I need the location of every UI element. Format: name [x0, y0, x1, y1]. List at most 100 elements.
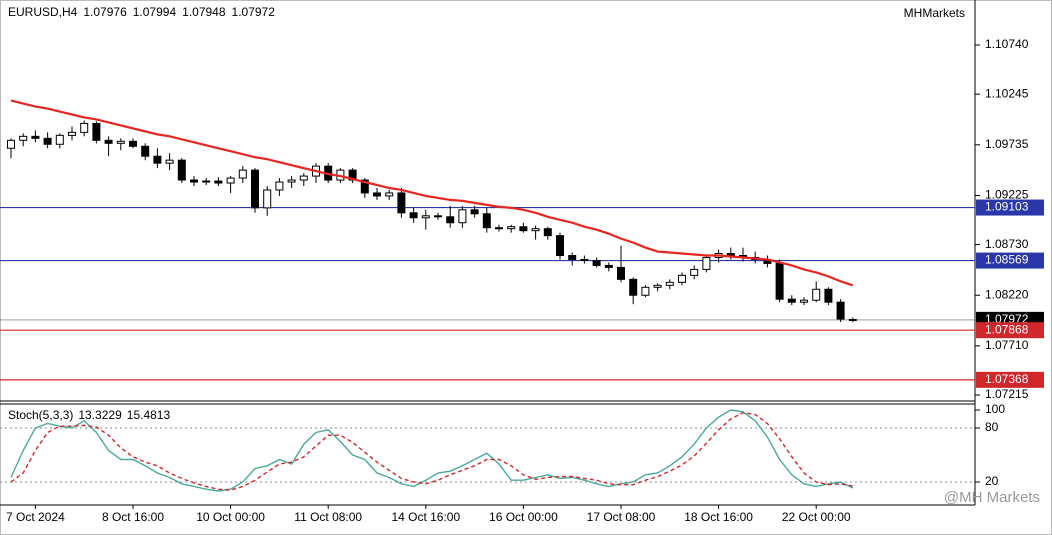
candle-body — [275, 181, 284, 191]
candle-body — [385, 192, 394, 197]
candle-body — [92, 122, 101, 141]
indicator-value: 13.3229 — [78, 408, 122, 422]
candle-body — [409, 212, 418, 219]
candle-body — [678, 274, 686, 283]
candle-body — [177, 159, 186, 181]
candle-body — [214, 180, 223, 184]
candle-body — [141, 145, 150, 157]
candle-body — [580, 258, 589, 261]
candle-body — [848, 318, 857, 321]
candle-body — [287, 179, 296, 183]
candle-body — [129, 140, 137, 147]
candle-body — [397, 192, 406, 214]
header-price: 1.07972 — [232, 5, 276, 19]
candle-body — [238, 169, 247, 179]
x-tick-label: 17 Oct 08:00 — [587, 510, 656, 524]
candle-body — [470, 209, 479, 215]
candle-body — [55, 134, 64, 145]
broker-watermark: MHMarkets — [904, 6, 965, 20]
price-level-box — [976, 252, 1044, 269]
price-level-box — [976, 199, 1044, 216]
candle-body — [812, 288, 821, 301]
candle-body — [519, 226, 528, 232]
candle-body — [629, 278, 638, 296]
y-tick-label: 1.10245 — [985, 86, 1029, 100]
y-tick-label: 1.07710 — [985, 338, 1029, 352]
candle-body — [653, 284, 662, 288]
candle-body — [153, 155, 162, 164]
price-level-label: 1.09103 — [985, 200, 1029, 214]
price-level-box — [976, 322, 1044, 339]
y-tick-label: 1.08220 — [985, 287, 1029, 301]
candle-body — [80, 122, 89, 133]
candle-body — [592, 259, 601, 266]
candle-body — [68, 131, 76, 136]
candle-body — [641, 286, 650, 296]
x-tick-label: 16 Oct 00:00 — [489, 510, 558, 524]
x-tick-label: 14 Oct 16:00 — [391, 510, 460, 524]
header-price: 1.07948 — [182, 5, 226, 19]
candle-body — [165, 159, 174, 164]
x-tick-label: 22 Oct 00:00 — [782, 510, 851, 524]
candle-body — [43, 137, 52, 145]
indicator-name: Stoch(5,3,3) — [8, 408, 73, 422]
candle-body — [775, 262, 784, 300]
indicator-header: Stoch(5,3,3) 13.3229 15.4813 — [8, 408, 170, 422]
candle-body — [824, 288, 833, 303]
candle-body — [446, 216, 455, 224]
candle-body — [702, 256, 711, 270]
candle-body — [251, 169, 259, 209]
candle-body — [690, 268, 699, 276]
candle-body — [263, 189, 272, 209]
candle-body — [116, 140, 125, 144]
caption-watermark: @MH Markets — [944, 489, 1040, 506]
y-tick-label: 80 — [985, 420, 999, 434]
moving-average — [10, 99, 854, 287]
candle-body — [531, 228, 540, 232]
candle-body — [458, 209, 467, 224]
candle-body — [31, 135, 40, 139]
candle-body — [507, 226, 516, 230]
candle-body — [190, 179, 198, 183]
header-price: 1.07976 — [83, 5, 127, 19]
candle-body — [665, 281, 674, 286]
price-level-label: 1.07868 — [985, 322, 1029, 336]
candle-body — [543, 228, 552, 237]
candle-body — [556, 235, 564, 257]
candle-body — [568, 255, 577, 260]
symbol-header: EURUSD,H4 1.07976 1.07994 1.07948 1.07972 — [8, 5, 275, 19]
candle-body — [617, 266, 625, 280]
candle-body — [434, 215, 442, 218]
x-tick-label: 7 Oct 2024 — [6, 510, 65, 524]
y-tick-label: 1.10740 — [985, 37, 1029, 51]
symbol: EURUSD,H4 — [8, 5, 78, 19]
y-tick-label: 100 — [985, 402, 1005, 416]
candle-body — [299, 175, 308, 181]
candle-body — [421, 215, 430, 219]
x-tick-label: 8 Oct 16:00 — [102, 510, 164, 524]
oscillator-line — [10, 409, 854, 492]
candle-body — [495, 227, 503, 230]
candle-body — [19, 135, 28, 141]
price-level-label: 1.08569 — [985, 253, 1029, 267]
x-tick-label: 10 Oct 00:00 — [196, 510, 265, 524]
x-tick-label: 11 Oct 08:00 — [294, 510, 362, 524]
y-tick-label: 20 — [985, 474, 999, 488]
price-level-label: 1.07368 — [985, 372, 1029, 386]
candle-body — [482, 213, 491, 229]
y-tick-label: 1.09225 — [985, 188, 1029, 202]
candle-body — [226, 177, 235, 184]
y-tick-label: 1.08730 — [985, 237, 1029, 251]
y-tick-label: 1.07215 — [985, 387, 1029, 401]
indicator-value: 15.4813 — [127, 408, 171, 422]
candle-body — [373, 192, 381, 197]
candle-body — [360, 179, 369, 194]
candle-body — [104, 139, 113, 144]
candle-body — [787, 298, 796, 303]
header-price: 1.07994 — [133, 5, 177, 19]
y-tick-label: 1.09735 — [985, 137, 1029, 151]
x-tick-label: 18 Oct 16:00 — [684, 510, 753, 524]
candle-body — [7, 139, 15, 149]
